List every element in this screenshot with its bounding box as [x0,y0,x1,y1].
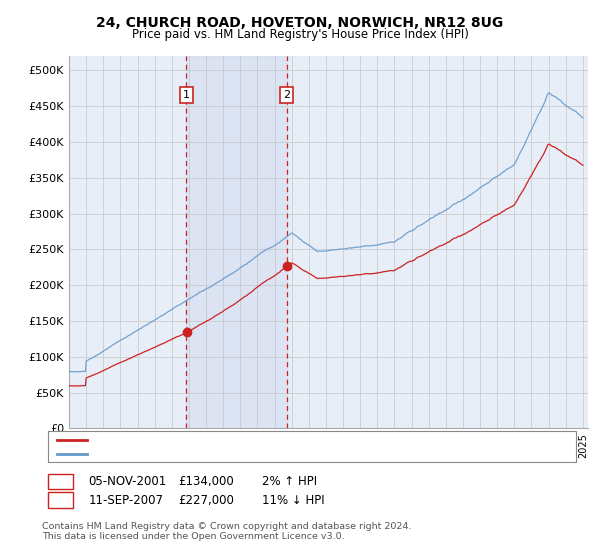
Text: Contains HM Land Registry data © Crown copyright and database right 2024.
This d: Contains HM Land Registry data © Crown c… [42,522,412,542]
Text: 2: 2 [56,493,65,507]
Text: 1: 1 [56,475,65,488]
Text: 11% ↓ HPI: 11% ↓ HPI [262,493,325,507]
Text: Price paid vs. HM Land Registry's House Price Index (HPI): Price paid vs. HM Land Registry's House … [131,28,469,41]
Text: 2% ↑ HPI: 2% ↑ HPI [262,475,317,488]
Text: 1: 1 [183,90,190,100]
Text: £227,000: £227,000 [178,493,234,507]
Text: 24, CHURCH ROAD, HOVETON, NORWICH, NR12 8UG (detached house): 24, CHURCH ROAD, HOVETON, NORWICH, NR12 … [93,435,462,445]
Text: HPI: Average price, detached house, North Norfolk: HPI: Average price, detached house, Nort… [93,449,356,459]
Text: £134,000: £134,000 [178,475,234,488]
Text: 24, CHURCH ROAD, HOVETON, NORWICH, NR12 8UG: 24, CHURCH ROAD, HOVETON, NORWICH, NR12 … [97,16,503,30]
Text: 05-NOV-2001: 05-NOV-2001 [88,475,166,488]
Text: 11-SEP-2007: 11-SEP-2007 [88,493,163,507]
Text: 2: 2 [283,90,290,100]
Bar [187,56,287,428]
